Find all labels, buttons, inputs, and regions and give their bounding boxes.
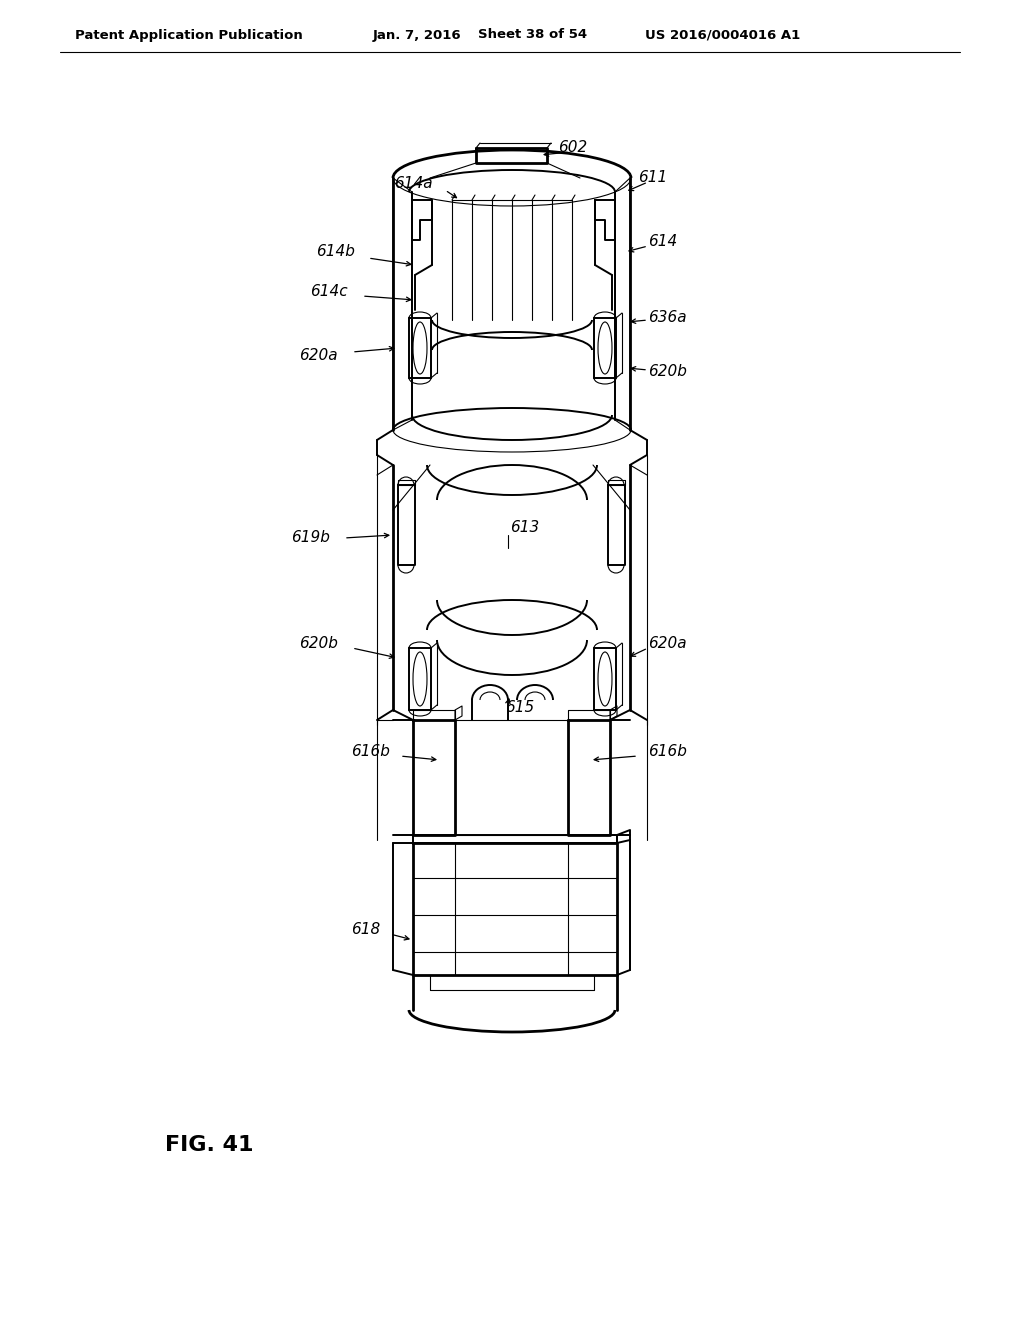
Text: 615: 615 xyxy=(505,700,535,714)
Text: US 2016/0004016 A1: US 2016/0004016 A1 xyxy=(645,29,800,41)
Text: 620a: 620a xyxy=(648,635,687,651)
Text: Sheet 38 of 54: Sheet 38 of 54 xyxy=(478,29,587,41)
Text: 614c: 614c xyxy=(310,285,348,300)
Text: 611: 611 xyxy=(638,170,668,186)
Text: Jan. 7, 2016: Jan. 7, 2016 xyxy=(373,29,462,41)
Text: 614b: 614b xyxy=(316,244,355,260)
Text: 636a: 636a xyxy=(648,310,687,326)
Text: 620a: 620a xyxy=(299,347,338,363)
Text: 616b: 616b xyxy=(648,744,687,759)
Text: 619b: 619b xyxy=(291,531,330,545)
Text: 620b: 620b xyxy=(648,364,687,380)
Text: 616b: 616b xyxy=(351,744,390,759)
Text: 614: 614 xyxy=(648,235,677,249)
Text: 602: 602 xyxy=(558,140,587,156)
Text: Patent Application Publication: Patent Application Publication xyxy=(75,29,303,41)
Text: 620b: 620b xyxy=(299,635,338,651)
Text: 618: 618 xyxy=(351,923,380,937)
Text: 613: 613 xyxy=(510,520,540,536)
Text: 614a: 614a xyxy=(394,176,433,190)
Text: FIG. 41: FIG. 41 xyxy=(165,1135,254,1155)
